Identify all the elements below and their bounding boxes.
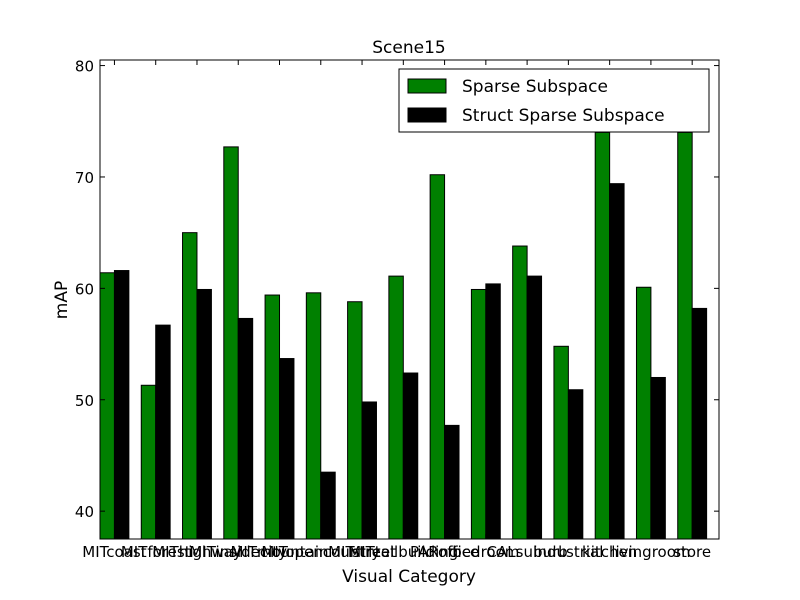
bar-sparse-MITstreet bbox=[347, 301, 363, 540]
bar-struct-MITcoast bbox=[113, 270, 130, 540]
legend-swatch-struct-sparse-subspace bbox=[407, 107, 447, 123]
x-tick-label: store bbox=[673, 543, 711, 561]
bar-sparse-MITinsidecity bbox=[223, 146, 239, 540]
bars-group bbox=[99, 131, 708, 540]
bar-sparse-MITtallbuilding bbox=[388, 275, 404, 540]
x-tick-label: bedroom bbox=[452, 543, 519, 561]
y-tick-label: 40 bbox=[75, 503, 94, 521]
x-tick-label: MITstreet bbox=[328, 543, 396, 561]
bar-sparse-MITmountain bbox=[264, 294, 281, 540]
legend-swatch-sparse-subspace bbox=[407, 78, 447, 94]
bar-sparse-store bbox=[677, 131, 693, 540]
bar-struct-MITmountain bbox=[279, 358, 295, 540]
bar-struct-MITopencountry bbox=[320, 471, 336, 540]
bar-struct-MITinsidecity bbox=[237, 317, 254, 540]
bar-struct-kitchen bbox=[609, 183, 625, 540]
x-tick-label: MITforest bbox=[121, 543, 191, 561]
bar-sparse-bedroom bbox=[470, 288, 487, 540]
x-axis-label: Visual Category bbox=[342, 567, 476, 587]
y-tick-label: 60 bbox=[75, 280, 94, 298]
bar-struct-MITforest bbox=[155, 324, 171, 540]
x-tick-label: industrial bbox=[533, 543, 603, 561]
bar-sparse-CALsuburb bbox=[512, 245, 528, 540]
bar-sparse-livingroom bbox=[635, 286, 652, 540]
bar-struct-industrial bbox=[567, 389, 584, 540]
bar-struct-livingroom bbox=[650, 376, 666, 540]
x-tick-label: CALsuburb bbox=[487, 543, 568, 561]
x-tick-label: kitchen bbox=[582, 543, 637, 561]
bar-struct-MITstreet bbox=[361, 401, 377, 540]
bar-sparse-kitchen bbox=[594, 131, 611, 540]
y-axis-label: mAP bbox=[52, 281, 72, 319]
chart-title: Scene15 bbox=[372, 38, 445, 58]
y-axis: 40 50 60 70 80 bbox=[75, 58, 719, 521]
bar-sparse-MITcoast bbox=[99, 272, 115, 540]
bar-struct-MIThighway bbox=[196, 288, 212, 540]
plot-frame bbox=[99, 59, 720, 540]
bar-struct-MITtallbuilding bbox=[402, 372, 419, 540]
x-tick-label: MITinsidecity bbox=[189, 543, 287, 561]
bar-sparse-industrial bbox=[553, 345, 569, 540]
x-tick-label: MITopencountry bbox=[261, 543, 380, 561]
bar-struct-store bbox=[691, 307, 708, 540]
x-tick-label: MITcoast bbox=[82, 543, 146, 561]
x-axis: MITcoastMITforestMIThighwayMITinsidecity… bbox=[82, 60, 711, 561]
bar-sparse-PARoffice bbox=[429, 174, 446, 540]
bar-struct-PARoffice bbox=[444, 424, 460, 540]
bar-struct-CALsuburb bbox=[526, 275, 543, 540]
legend-label-struct-sparse-subspace: Struct Sparse Subspace bbox=[462, 106, 665, 126]
bar-sparse-MIThighway bbox=[182, 232, 198, 540]
y-tick-label: 50 bbox=[75, 392, 94, 410]
bar-struct-bedroom bbox=[485, 283, 501, 540]
legend: Sparse Subspace Struct Sparse Subspace bbox=[398, 68, 710, 133]
legend-box bbox=[398, 68, 710, 133]
x-tick-label: livingroom bbox=[611, 543, 690, 561]
legend-label-sparse-subspace: Sparse Subspace bbox=[462, 77, 608, 97]
y-tick-label: 70 bbox=[75, 169, 94, 187]
x-tick-label: MITtallbuilding bbox=[348, 543, 458, 561]
x-tick-label: PARoffice bbox=[410, 543, 479, 561]
bar-sparse-MITopencountry bbox=[305, 292, 322, 540]
bar-sparse-MITforest bbox=[140, 384, 157, 540]
y-tick-label: 80 bbox=[75, 58, 94, 76]
x-tick-label: MITmountain bbox=[230, 543, 328, 561]
x-tick-label: MIThighway bbox=[152, 543, 242, 561]
